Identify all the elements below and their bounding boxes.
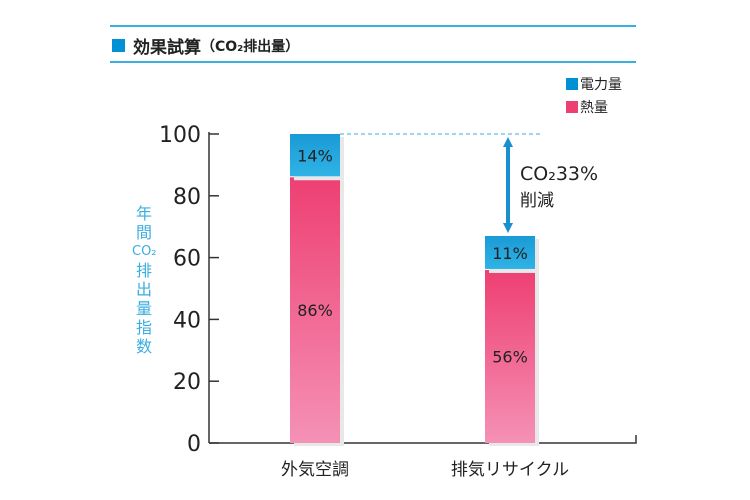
y-axis-label: 年間 CO₂ 排出量指数 — [132, 204, 157, 356]
bar-value-label: 56% — [492, 347, 528, 366]
title-main: 効果試算 — [133, 38, 201, 58]
y-tick-label: 20 — [173, 370, 201, 395]
y-tick-label: 80 — [173, 185, 201, 210]
legend-swatch — [566, 101, 578, 113]
legend-label: 電力量 — [580, 77, 622, 93]
bar-segment — [485, 235, 535, 269]
y-tick-label: 0 — [187, 432, 201, 457]
title-rule — [110, 61, 636, 63]
legend-item-heat: 熱量 — [566, 97, 608, 117]
y-axis-label-char: 出 — [135, 280, 152, 299]
top-rule — [110, 25, 636, 27]
y-axis-label-char: 数 — [135, 337, 152, 356]
chart-title: 効果試算 （CO₂排出量） — [112, 33, 299, 58]
bar-segment — [290, 134, 340, 177]
x-axis — [209, 435, 637, 444]
y-axis-label-char: 量 — [135, 299, 152, 318]
bar-value-label: 14% — [297, 147, 333, 166]
bar-segment — [485, 269, 535, 443]
y-axis-label-char: 間 — [135, 223, 152, 242]
title-square-icon — [112, 39, 125, 52]
y-axis-label-char: 年 — [135, 204, 152, 223]
x-tick-label: 排気リサイクル — [451, 460, 569, 480]
y-tick-label: 100 — [159, 123, 201, 148]
annotation-reduction: CO₂33% — [520, 163, 598, 185]
y-tick-label: 40 — [173, 308, 201, 333]
y-axis-label-char: 指 — [135, 318, 152, 337]
title-sub: （CO₂排出量） — [201, 38, 300, 55]
legend-swatch — [566, 78, 578, 90]
bar-value-label: 86% — [297, 301, 333, 320]
legend-label: 熱量 — [580, 100, 608, 116]
annotation-reduction-label: 削減 — [520, 191, 554, 211]
legend-item-electricity: 電力量 — [566, 74, 622, 94]
y-tick-label: 60 — [173, 247, 201, 272]
bar-segment — [290, 177, 340, 443]
y-axis-label-char: CO₂ — [132, 244, 157, 259]
x-tick-label: 外気空調 — [281, 460, 349, 480]
bar-value-label: 11% — [492, 244, 528, 263]
arrow-head-up — [503, 137, 513, 147]
y-axis-label-char: 排 — [135, 261, 152, 280]
arrow-head-down — [503, 222, 513, 233]
